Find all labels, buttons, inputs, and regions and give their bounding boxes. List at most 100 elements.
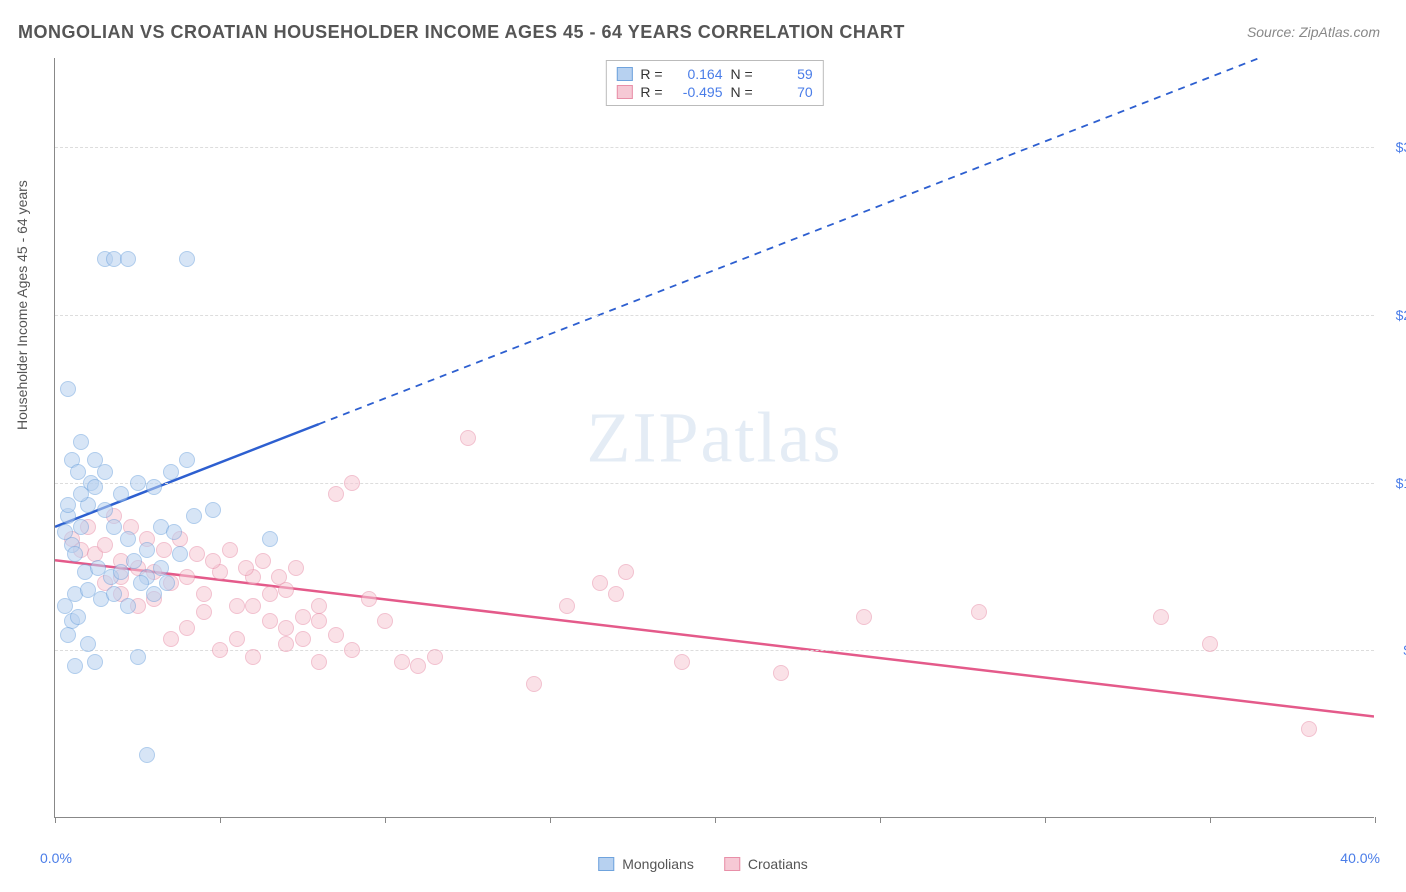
scatter-point-a: [60, 381, 76, 397]
scatter-point-b: [377, 613, 393, 629]
scatter-point-b: [344, 475, 360, 491]
gridline-h: [55, 483, 1374, 484]
scatter-point-a: [159, 575, 175, 591]
plot-area: ZIPatlas R = 0.164 N = 59 R = -0.495 N =…: [54, 58, 1374, 818]
scatter-point-b: [179, 620, 195, 636]
scatter-point-b: [608, 586, 624, 602]
scatter-point-b: [245, 649, 261, 665]
scatter-point-b: [262, 586, 278, 602]
r-value-a: 0.164: [671, 66, 723, 82]
gridline-h: [55, 315, 1374, 316]
scatter-point-a: [113, 564, 129, 580]
scatter-point-a: [133, 575, 149, 591]
scatter-point-b: [222, 542, 238, 558]
scatter-point-b: [196, 586, 212, 602]
scatter-point-b: [271, 569, 287, 585]
legend-swatch-b: [724, 857, 740, 871]
scatter-point-b: [394, 654, 410, 670]
n-label-b: N =: [731, 84, 753, 100]
scatter-point-b: [238, 560, 254, 576]
x-tick: [385, 817, 386, 823]
scatter-point-a: [146, 479, 162, 495]
scatter-point-a: [146, 586, 162, 602]
scatter-point-a: [130, 475, 146, 491]
scatter-point-a: [73, 434, 89, 450]
scatter-point-a: [120, 531, 136, 547]
y-tick-label: $225,000: [1384, 307, 1406, 323]
scatter-point-b: [460, 430, 476, 446]
x-tick: [1375, 817, 1376, 823]
legend-item-b: Croatians: [724, 856, 808, 872]
stats-row-b: R = -0.495 N = 70: [616, 83, 812, 101]
scatter-point-b: [97, 537, 113, 553]
scatter-point-b: [618, 564, 634, 580]
x-tick: [550, 817, 551, 823]
scatter-point-b: [245, 598, 261, 614]
scatter-point-b: [559, 598, 575, 614]
y-tick-label: $150,000: [1384, 475, 1406, 491]
n-label-a: N =: [731, 66, 753, 82]
scatter-point-b: [278, 620, 294, 636]
scatter-point-a: [126, 553, 142, 569]
scatter-point-b: [592, 575, 608, 591]
scatter-point-b: [674, 654, 690, 670]
scatter-point-a: [205, 502, 221, 518]
x-axis-max-label: 40.0%: [1340, 850, 1380, 866]
scatter-point-b: [163, 631, 179, 647]
scatter-point-a: [97, 464, 113, 480]
scatter-point-b: [212, 642, 228, 658]
scatter-point-a: [73, 519, 89, 535]
scatter-point-a: [87, 654, 103, 670]
scatter-point-b: [229, 598, 245, 614]
watermark: ZIPatlas: [587, 396, 843, 479]
scatter-point-b: [311, 598, 327, 614]
scatter-point-a: [80, 636, 96, 652]
scatter-point-a: [113, 486, 129, 502]
r-label-b: R =: [640, 84, 662, 100]
scatter-point-b: [427, 649, 443, 665]
scatter-point-b: [344, 642, 360, 658]
scatter-point-a: [179, 452, 195, 468]
r-label-a: R =: [640, 66, 662, 82]
scatter-point-b: [189, 546, 205, 562]
scatter-point-b: [328, 486, 344, 502]
scatter-point-b: [971, 604, 987, 620]
swatch-a: [616, 67, 632, 81]
scatter-point-a: [186, 508, 202, 524]
scatter-point-a: [120, 251, 136, 267]
scatter-point-b: [1202, 636, 1218, 652]
swatch-b: [616, 85, 632, 99]
y-tick-label: $300,000: [1384, 139, 1406, 155]
legend-label-b: Croatians: [748, 856, 808, 872]
scatter-point-a: [106, 586, 122, 602]
gridline-h: [55, 147, 1374, 148]
scatter-point-a: [179, 251, 195, 267]
scatter-point-a: [67, 546, 83, 562]
scatter-point-b: [1153, 609, 1169, 625]
x-tick: [880, 817, 881, 823]
scatter-point-a: [70, 609, 86, 625]
scatter-point-a: [120, 598, 136, 614]
r-value-b: -0.495: [671, 84, 723, 100]
scatter-point-a: [262, 531, 278, 547]
scatter-point-a: [153, 560, 169, 576]
scatter-point-b: [255, 553, 271, 569]
scatter-point-b: [1301, 721, 1317, 737]
scatter-point-b: [311, 654, 327, 670]
scatter-point-a: [166, 524, 182, 540]
scatter-point-b: [262, 613, 278, 629]
scatter-point-a: [139, 747, 155, 763]
scatter-point-b: [229, 631, 245, 647]
scatter-point-a: [67, 658, 83, 674]
source-attribution: Source: ZipAtlas.com: [1247, 24, 1380, 40]
scatter-point-b: [410, 658, 426, 674]
scatter-point-b: [278, 636, 294, 652]
x-axis-min-label: 0.0%: [40, 850, 72, 866]
scatter-point-a: [139, 542, 155, 558]
scatter-point-a: [70, 464, 86, 480]
scatter-point-b: [295, 631, 311, 647]
n-value-a: 59: [761, 66, 813, 82]
scatter-point-b: [295, 609, 311, 625]
stats-row-a: R = 0.164 N = 59: [616, 65, 812, 83]
scatter-point-a: [60, 627, 76, 643]
